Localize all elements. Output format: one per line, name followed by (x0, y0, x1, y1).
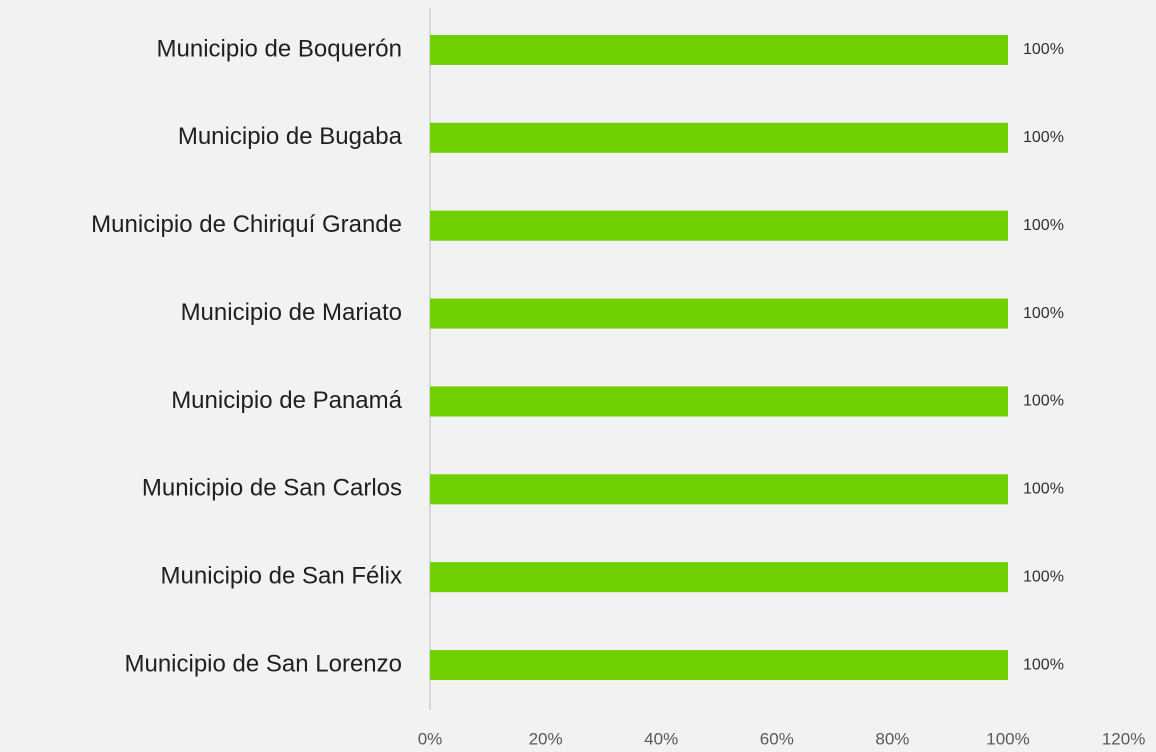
x-tick-label: 100% (986, 729, 1029, 748)
x-tick-label: 40% (644, 729, 678, 748)
bar (430, 474, 1008, 505)
category-label: Municipio de Mariato (181, 299, 402, 326)
x-tick-label: 20% (529, 729, 563, 748)
bar (430, 298, 1008, 329)
data-label: 100% (1023, 41, 1064, 58)
data-label: 100% (1023, 217, 1064, 234)
bar (430, 650, 1008, 681)
x-tick-label: 120% (1102, 729, 1145, 748)
category-label: Municipio de Chiriquí Grande (91, 211, 402, 238)
x-tick-label: 80% (875, 729, 909, 748)
bar (430, 562, 1008, 593)
category-label: Municipio de Boquerón (157, 35, 403, 62)
category-label: Municipio de San Félix (161, 563, 402, 590)
x-tick-label: 0% (418, 729, 443, 748)
bar (430, 386, 1008, 417)
bar (430, 210, 1008, 241)
bar (430, 34, 1008, 65)
x-tick-label: 60% (760, 729, 794, 748)
data-label: 100% (1023, 568, 1064, 585)
data-label: 100% (1023, 656, 1064, 673)
bar (430, 122, 1008, 153)
data-label: 100% (1023, 393, 1064, 410)
category-label: Municipio de San Lorenzo (124, 650, 402, 677)
data-label: 100% (1023, 305, 1064, 322)
category-label: Municipio de San Carlos (142, 475, 402, 502)
category-label: Municipio de Bugaba (178, 123, 403, 150)
data-label: 100% (1023, 481, 1064, 498)
category-label: Municipio de Panamá (171, 387, 402, 414)
data-label: 100% (1023, 129, 1064, 146)
